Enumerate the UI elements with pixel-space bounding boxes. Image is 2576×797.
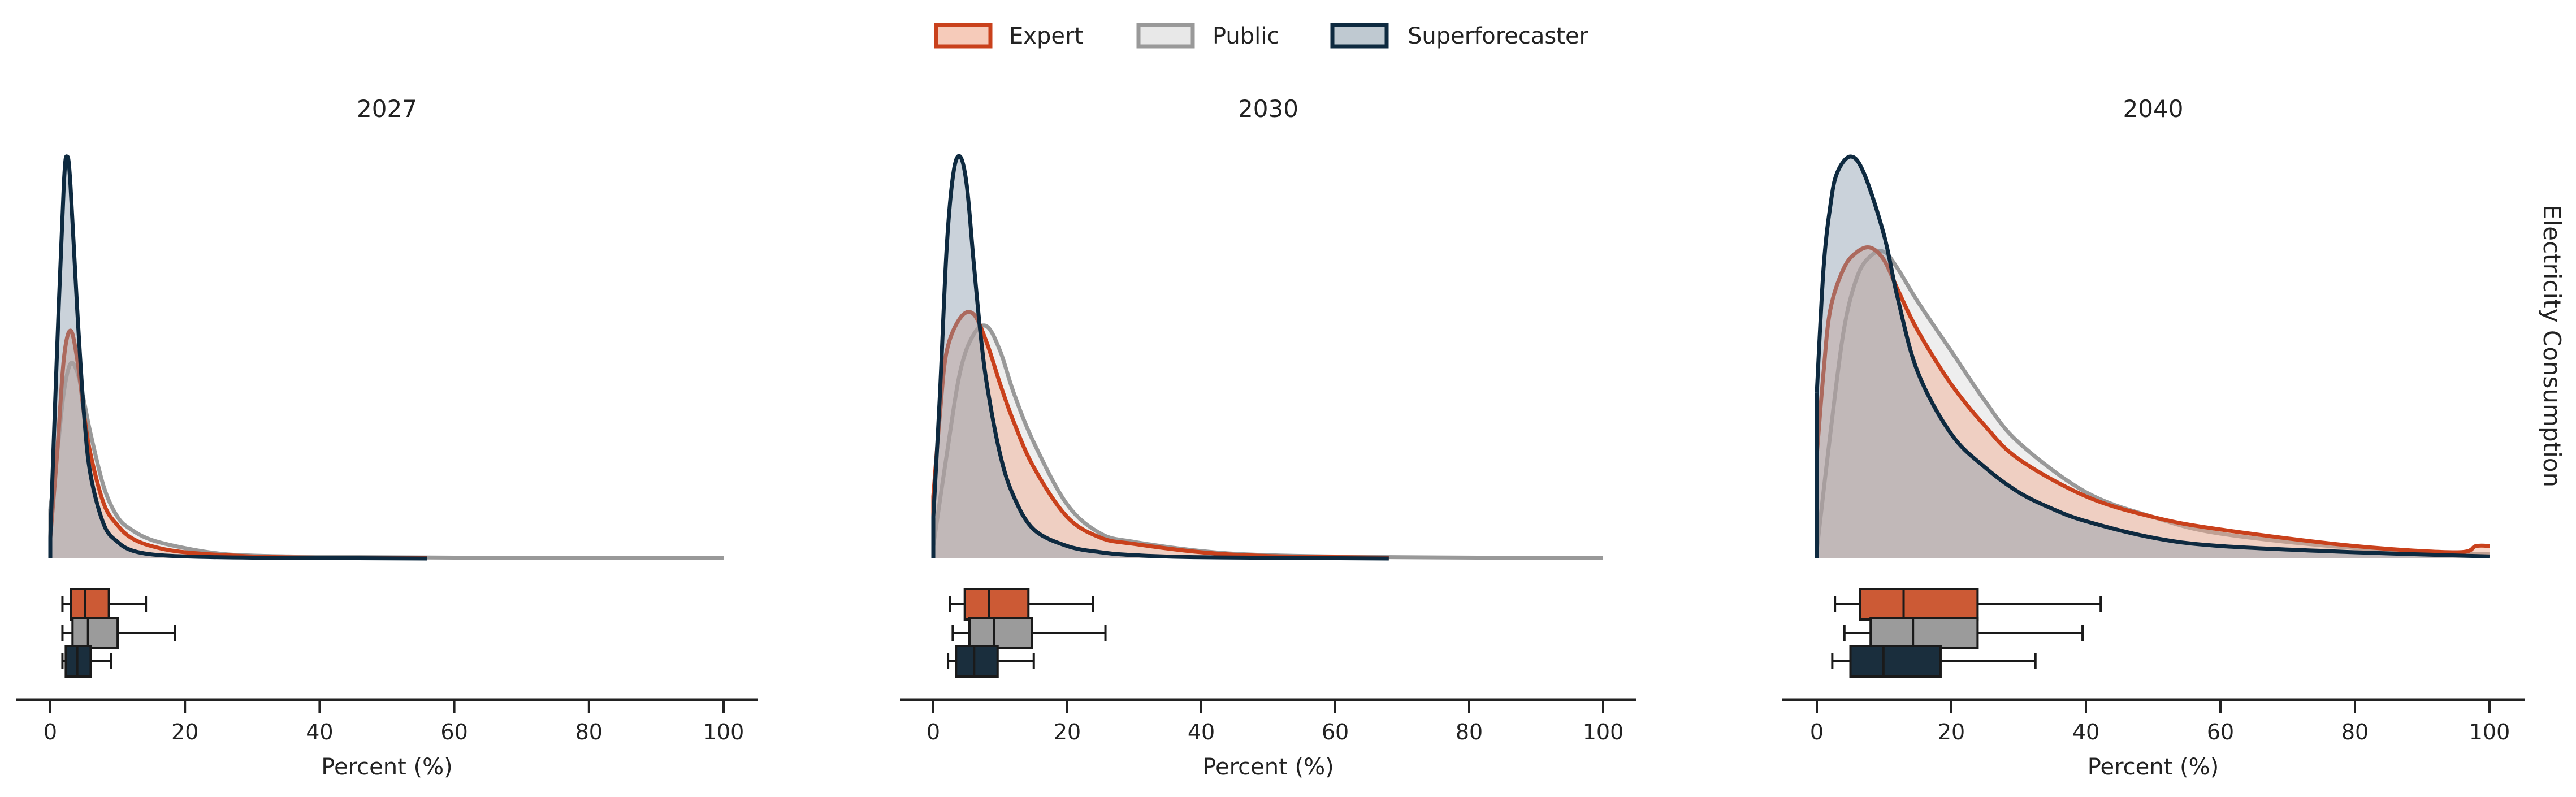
x-tick-label: 20 xyxy=(1054,720,1081,744)
boxplot-superforecaster xyxy=(947,645,1035,678)
panel-title: 2040 xyxy=(2123,95,2184,123)
box-iqr xyxy=(955,645,999,678)
box-iqr xyxy=(963,588,1030,621)
density-fill-superforecaster xyxy=(933,156,1389,558)
density-fill-expert xyxy=(50,330,427,558)
x-tick-label: 40 xyxy=(1188,720,1215,744)
x-tick-label: 60 xyxy=(1322,720,1349,744)
boxplot-expert xyxy=(1834,588,2102,621)
legend-label: Expert xyxy=(1009,23,1083,49)
x-tick-label: 40 xyxy=(306,720,333,744)
boxplot-public xyxy=(951,617,1107,649)
density-line-superforecaster xyxy=(931,154,1389,561)
x-tick-label: 0 xyxy=(927,720,940,744)
legend-entry-expert: Expert xyxy=(934,23,1083,49)
box-iqr xyxy=(71,617,119,649)
x-axis-label: Percent (%) xyxy=(321,754,452,780)
x-tick-label: 0 xyxy=(44,720,57,744)
boxplot-superforecaster xyxy=(61,645,112,678)
x-tick-label: 100 xyxy=(1583,720,1624,744)
box-iqr xyxy=(968,617,1033,649)
density-fill-superforecaster xyxy=(50,156,427,558)
legend-label: Public xyxy=(1213,23,1279,49)
row-label: Electricity Consumption xyxy=(2538,205,2566,487)
density-fill-public xyxy=(50,362,724,558)
box-iqr xyxy=(70,588,110,621)
x-tick-label: 20 xyxy=(1938,720,1965,744)
panel-title: 2027 xyxy=(357,95,417,123)
panel-2030: 2030 0 20 40 60 80 100 Percent (%) xyxy=(900,95,1636,780)
density-fill-superforecaster xyxy=(1817,156,2490,558)
boxplot-superforecaster xyxy=(1831,645,2037,678)
density-line-public xyxy=(48,361,724,560)
x-tick-label: 60 xyxy=(440,720,467,744)
density-fill-expert xyxy=(933,311,1389,558)
x-tick-label: 80 xyxy=(2341,720,2369,744)
legend-label: Superforecaster xyxy=(1408,23,1589,49)
legend-swatch xyxy=(1136,23,1195,49)
x-axis-label: Percent (%) xyxy=(2088,754,2219,780)
density-line-public xyxy=(1815,249,2490,557)
x-tick-label: 60 xyxy=(2207,720,2234,744)
box-iqr xyxy=(1869,617,1979,649)
x-tick-label: 100 xyxy=(703,720,744,744)
box-iqr xyxy=(1849,645,1942,678)
density-line-superforecaster xyxy=(48,154,427,561)
x-tick-label: 80 xyxy=(1456,720,1483,744)
x-tick-label: 100 xyxy=(2469,720,2510,744)
x-tick-label: 40 xyxy=(2072,720,2099,744)
legend-swatch xyxy=(934,23,993,49)
density-fill-public xyxy=(933,325,1603,558)
density-line-superforecaster xyxy=(1815,154,2490,558)
panel-2027: 2027 0 20 40 60 80 100 Percent (%) xyxy=(16,95,758,780)
density-line-expert xyxy=(931,310,1389,560)
density-line-expert xyxy=(1815,245,2490,555)
density-fill-public xyxy=(1817,251,2490,558)
boxplot-public xyxy=(61,617,176,649)
x-axis-label: Percent (%) xyxy=(1202,754,1334,780)
legend-entry-public: Public xyxy=(1136,23,1279,49)
boxplot-expert xyxy=(949,588,1094,621)
panel-title: 2030 xyxy=(1238,95,1298,123)
legend-swatch xyxy=(1330,23,1389,49)
x-tick-label: 0 xyxy=(1810,720,1824,744)
x-tick-label: 80 xyxy=(575,720,603,744)
density-fill-expert xyxy=(1817,247,2490,558)
legend-entry-superforecaster: Superforecaster xyxy=(1330,23,1589,49)
boxplot-expert xyxy=(61,588,148,621)
boxplot-public xyxy=(1843,617,2084,649)
x-tick-label: 20 xyxy=(171,720,198,744)
box-iqr xyxy=(1859,588,1979,621)
